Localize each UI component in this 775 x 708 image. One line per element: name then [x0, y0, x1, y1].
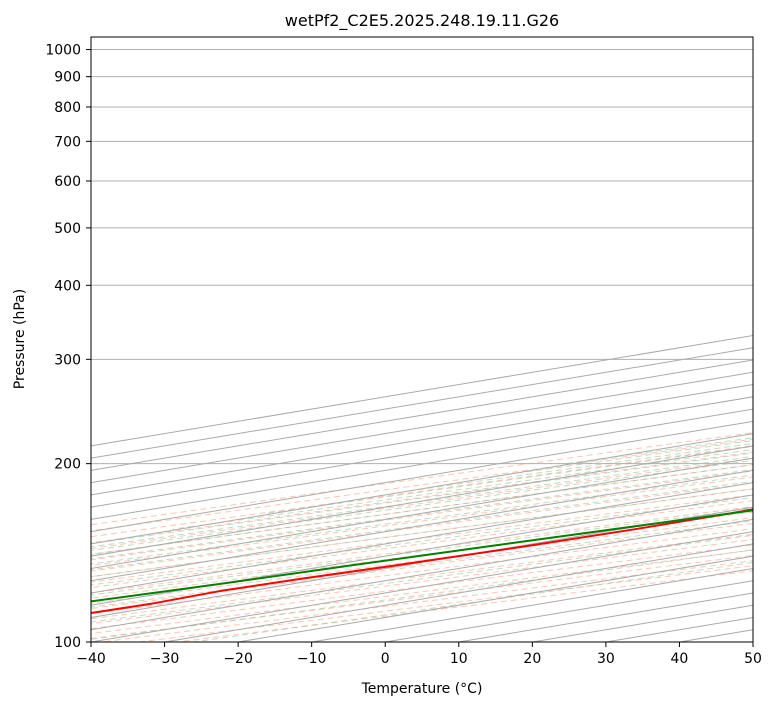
y-tick-label: 300 [54, 352, 81, 368]
temperature-profile-line [91, 508, 753, 615]
plot-frame [90, 36, 754, 643]
isotherm-line [91, 335, 753, 447]
pressure-gridlines [91, 49, 753, 642]
y-tick-label: 900 [54, 70, 81, 86]
y-tick-label: 400 [54, 278, 81, 294]
isotherm-line [308, 567, 753, 642]
x-tick-label: 20 [523, 651, 541, 667]
isotherm-line [382, 580, 753, 642]
isotherms [91, 335, 753, 642]
profiles [91, 508, 753, 615]
isotherm-line [91, 347, 753, 459]
y-tick-label: 700 [54, 134, 81, 150]
x-tick-label: −40 [76, 651, 106, 667]
y-tick-label: 200 [54, 457, 81, 473]
y-tick-label: 500 [54, 221, 81, 237]
isotherm-line [91, 531, 753, 642]
y-tick-label: 800 [54, 100, 81, 116]
isotherm-line [91, 518, 753, 631]
isotherm-line [91, 359, 753, 471]
x-axis-ticks: −40 −30 −20 −10 0 10 20 30 40 50 [76, 642, 762, 667]
isotherm-line [161, 543, 753, 642]
y-tick-label: 100 [54, 635, 81, 651]
x-tick-label: −30 [150, 651, 180, 667]
x-tick-label: −10 [297, 651, 327, 667]
isotherm-line [235, 555, 753, 642]
x-tick-label: 40 [671, 651, 689, 667]
isotherm-line [91, 482, 753, 594]
plot-content: 0.10.20.40.611.52346810131620253036-100-… [91, 49, 753, 642]
y-tick-label: 600 [54, 174, 81, 190]
x-tick-label: 10 [450, 651, 468, 667]
y-axis-ticks: 100 200 300 400 500 600 700 800 900 1000 [45, 43, 91, 651]
x-tick-label: 30 [597, 651, 615, 667]
x-tick-label: 0 [381, 651, 390, 667]
chart-title: wetPf2_C2E5.2025.248.19.11.G26 [285, 11, 559, 31]
plot-area [91, 37, 753, 642]
y-tick-label: 1000 [45, 43, 81, 59]
x-tick-label: 50 [744, 651, 762, 667]
x-axis-label: Temperature (°C) [361, 681, 483, 697]
x-tick-label: −20 [223, 651, 253, 667]
y-axis-label: Pressure (hPa) [12, 289, 28, 389]
isotherm-line [91, 506, 753, 618]
